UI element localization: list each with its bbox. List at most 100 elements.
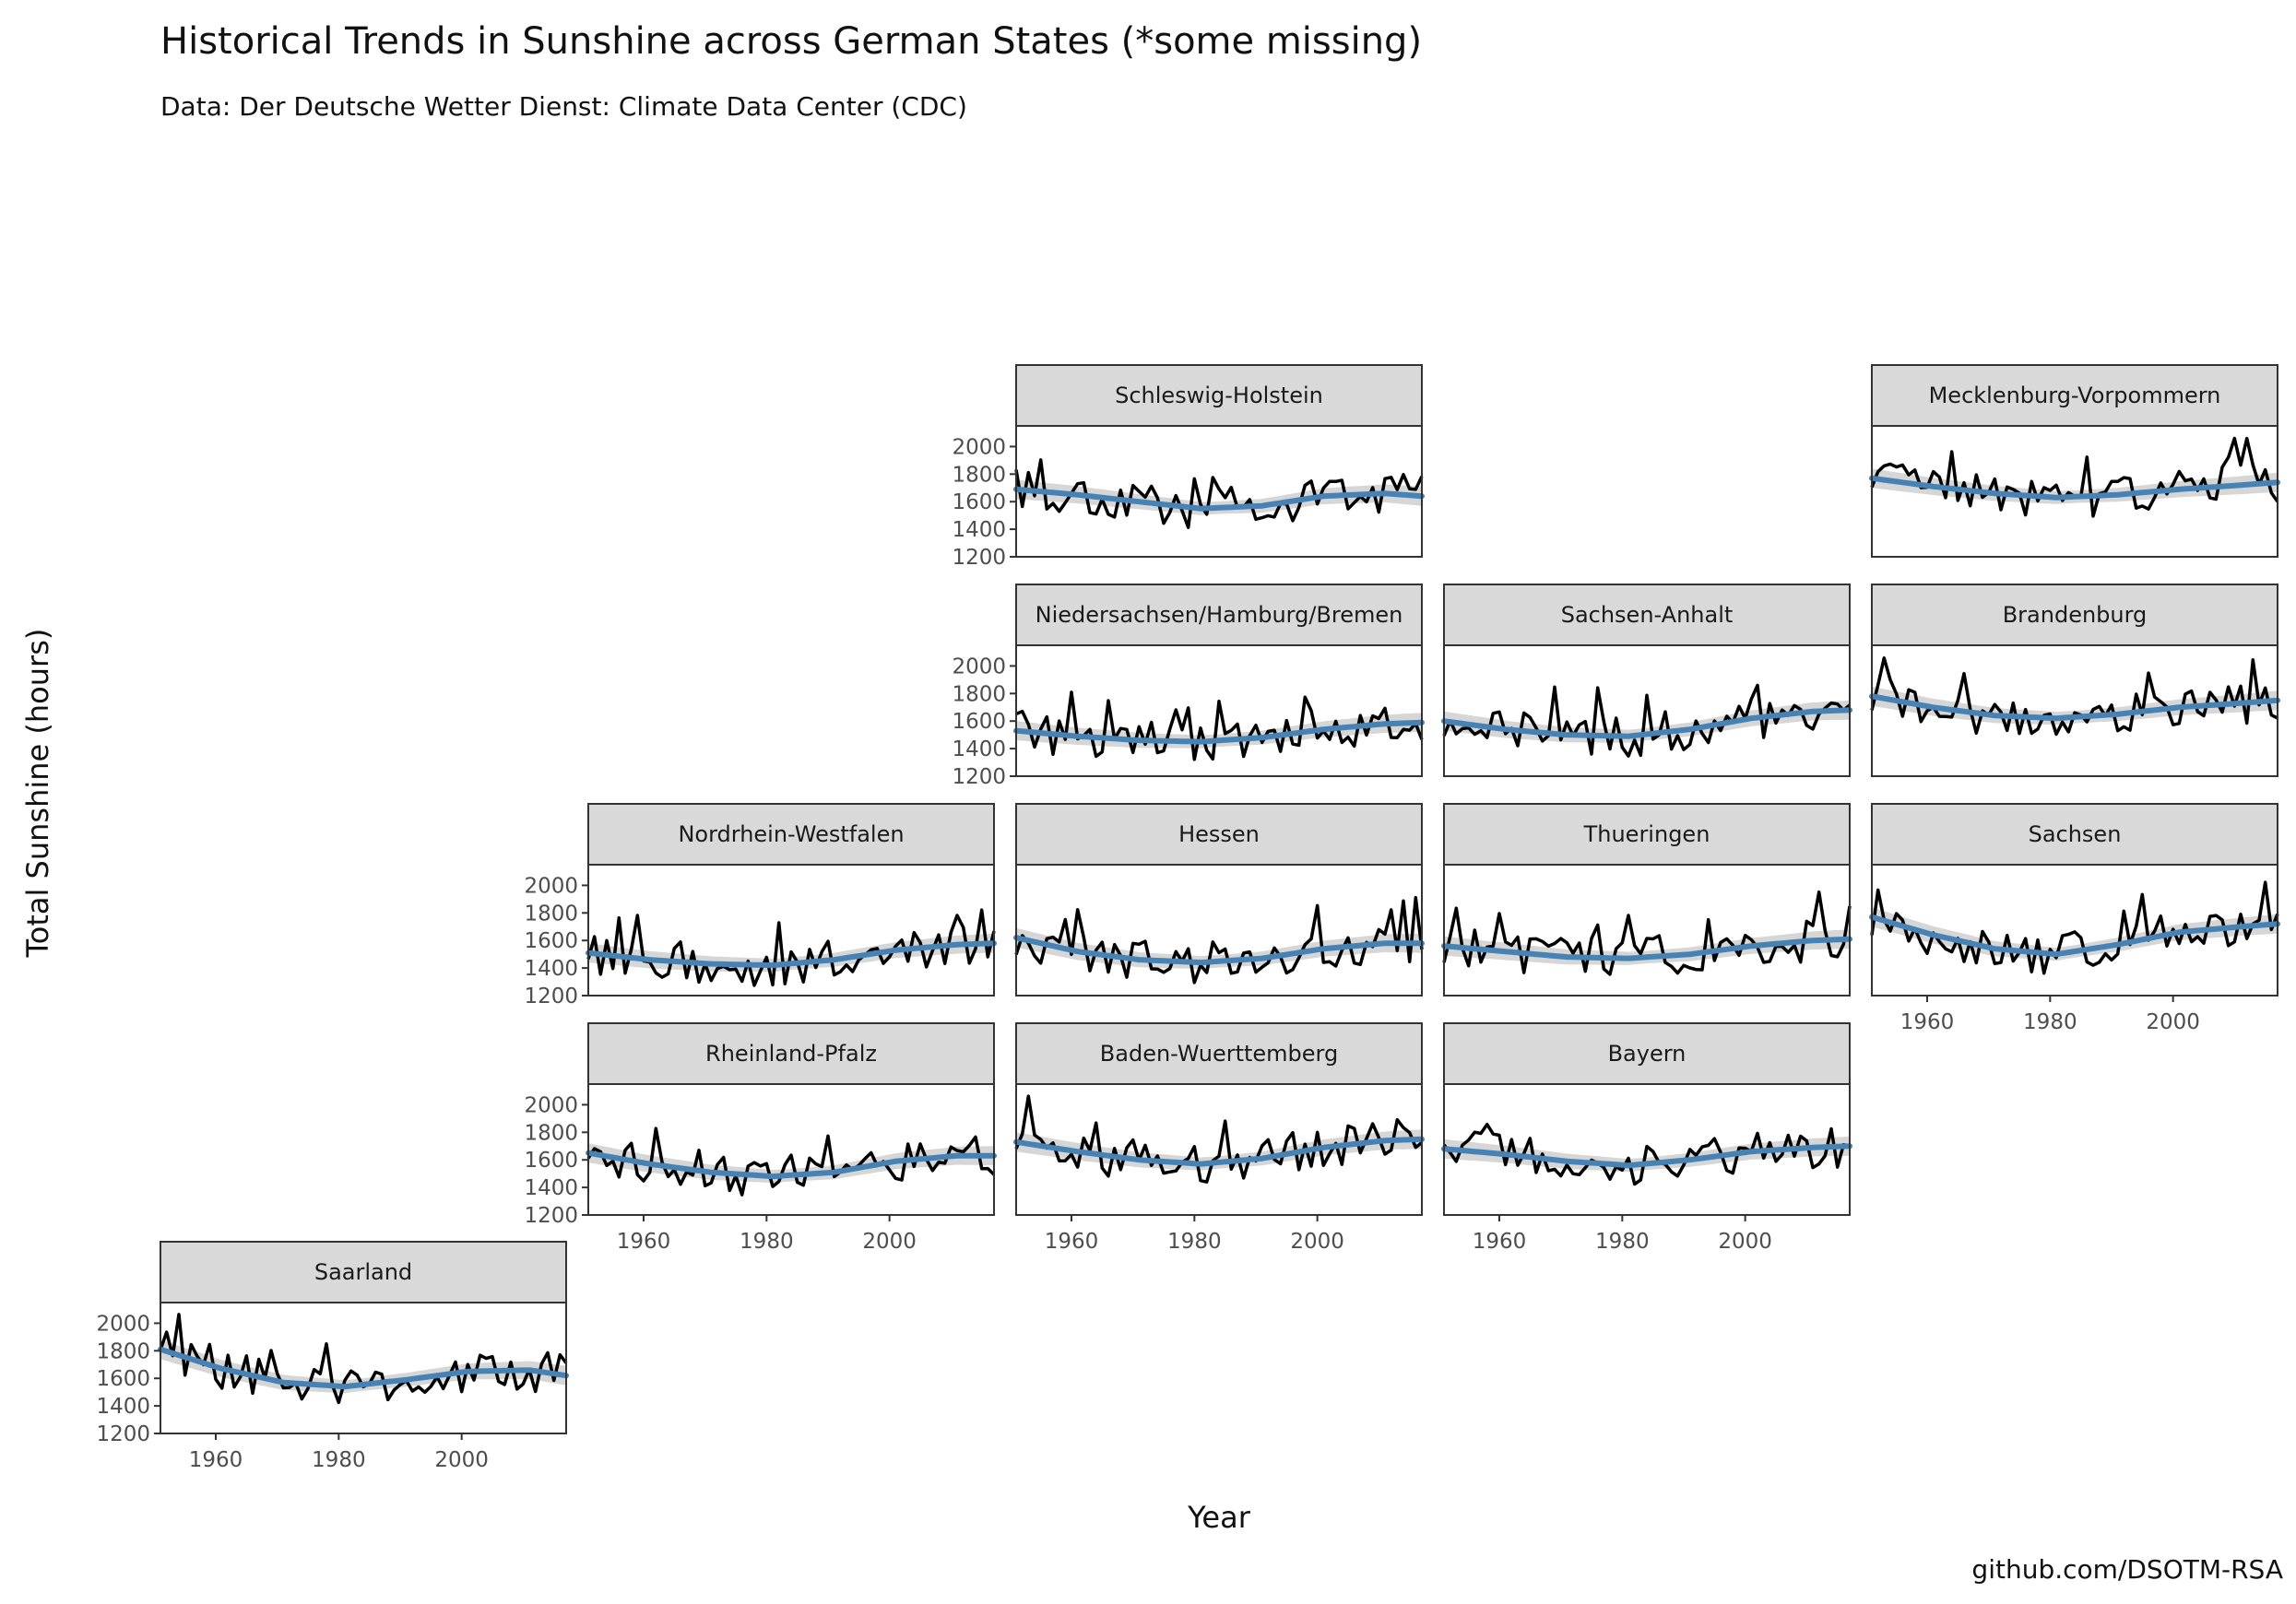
x-axis-title: Year <box>1187 1500 1251 1535</box>
y-tick-label: 1200 <box>524 985 578 1008</box>
smooth-line <box>586 1150 997 1180</box>
smooth-line <box>1013 1136 1425 1167</box>
smooth-line <box>1013 935 1425 966</box>
facet-label: Thueringen <box>1583 821 1710 847</box>
x-tick-label: 2000 <box>2146 1010 2200 1034</box>
y-tick-label: 1600 <box>952 490 1006 514</box>
panel-border <box>1871 425 2278 558</box>
chart-caption: github.com/DSOTM-RSA <box>1971 1554 2283 1585</box>
facet-label: Bayern <box>1608 1041 1686 1067</box>
series-line <box>1014 896 1424 985</box>
y-tick-label: 1200 <box>524 1204 578 1228</box>
facet-label: Sachsen <box>2029 821 2122 847</box>
facet-strip <box>1443 1022 1851 1085</box>
facet-sachsen-anhalt: Sachsen-Anhalt <box>1441 584 1852 777</box>
y-tick-label: 1400 <box>952 737 1006 761</box>
y-tick-label: 1200 <box>96 1422 150 1446</box>
x-tick-label: 1980 <box>740 1230 794 1254</box>
facet-label: Mecklenburg-Vorpommern <box>1929 383 2221 408</box>
x-tick-label: 1960 <box>1473 1230 1527 1254</box>
facet-label: Hessen <box>1178 821 1260 847</box>
panel-background <box>588 1084 994 1215</box>
panel-border <box>160 1302 567 1434</box>
panel-border <box>1015 864 1423 997</box>
facet-thueringen: Thueringen <box>1441 803 1852 997</box>
facet-niedersachsen-hamburg-bremen: Niedersachsen/Hamburg/Bremen 1200 1400 1600… <box>952 584 1425 789</box>
y-tick-label: 1400 <box>96 1395 150 1419</box>
series-line <box>1014 1094 1424 1184</box>
facet-strip <box>1871 364 2278 427</box>
smooth-line <box>1441 1143 1852 1169</box>
x-tick-label: 1980 <box>312 1448 366 1472</box>
facet-hessen: Hessen <box>1013 803 1425 997</box>
facet-mecklenburg-vorpommern: Mecklenburg-Vorpommern <box>1869 364 2280 558</box>
y-tick-label: 1600 <box>524 929 578 953</box>
facet-strip <box>1015 364 1423 427</box>
smooth-line <box>158 1346 569 1390</box>
x-tick-label: 1960 <box>189 1448 243 1472</box>
smooth-line <box>1441 707 1852 739</box>
series-line <box>586 908 996 987</box>
y-tick-label: 1800 <box>952 682 1006 706</box>
facet-label: Schleswig-Holstein <box>1115 383 1323 408</box>
panel-border <box>1015 425 1423 558</box>
chart-subtitle: Data: Der Deutsche Wetter Dienst: Climat… <box>160 91 967 122</box>
panel-border <box>1015 1083 1423 1216</box>
series-line <box>1442 890 1852 976</box>
y-tick-label: 1400 <box>524 957 578 981</box>
facet-label: Niedersachsen/Hamburg/Bremen <box>1036 602 1403 628</box>
x-tick-label: 1980 <box>1595 1230 1650 1254</box>
facet-label: Sachsen-Anhalt <box>1561 602 1734 628</box>
panel-background <box>1444 865 1850 996</box>
series-line <box>1442 1122 1851 1186</box>
facet-label: Brandenburg <box>2003 602 2148 628</box>
y-tick-label: 2000 <box>524 1093 578 1117</box>
x-tick-label: 1960 <box>1045 1230 1099 1254</box>
facet-nordrhein-westfalen: Nordrhein-Westfalen 1200 1400 1600 1800 2000 <box>524 803 997 1008</box>
facet-strip <box>1871 803 2278 866</box>
facet-strip <box>587 803 995 866</box>
facet-strip <box>1443 584 1851 646</box>
panel-border <box>1443 864 1851 997</box>
y-tick-label: 2000 <box>524 874 578 898</box>
facet-schleswig-holstein: Schleswig-Holstein 1200 1400 1600 1800 2000 <box>952 364 1425 570</box>
y-tick-label: 1800 <box>96 1339 150 1363</box>
facet-strip <box>1015 584 1423 646</box>
x-tick-label: 1960 <box>617 1230 671 1254</box>
smooth-line <box>1013 719 1425 745</box>
x-tick-label: 1960 <box>1900 1010 1955 1034</box>
facet-saarland: Saarland 1200 1400 1600 1800 2000 1960 1980 2000 <box>96 1241 569 1472</box>
series-line <box>1014 458 1424 529</box>
y-tick-label: 1600 <box>952 710 1006 734</box>
facet-bayern: Bayern 1960 1980 2000 <box>1441 1022 1852 1254</box>
panel-background <box>588 865 994 996</box>
y-tick-label: 1600 <box>524 1149 578 1173</box>
y-tick-label: 1800 <box>952 463 1006 487</box>
facet-label: Rheinland-Pfalz <box>705 1041 877 1067</box>
facet-brandenburg: Brandenburg <box>1869 584 2280 777</box>
facet-sachsen: Sachsen 1960 1980 2000 <box>1869 803 2280 1034</box>
series-line <box>1870 656 2278 737</box>
x-tick-label: 2000 <box>434 1448 489 1472</box>
smooth-line <box>1441 936 1852 961</box>
y-tick-label: 2000 <box>952 655 1006 678</box>
facet-rheinland-pfalz: Rheinland-Pfalz 1200 1400 1600 1800 2000 1960 1… <box>524 1022 997 1254</box>
y-tick-label: 1400 <box>524 1176 578 1200</box>
panel-border <box>1443 644 1851 777</box>
facet-strip <box>1871 584 2278 646</box>
x-tick-label: 2000 <box>1290 1230 1344 1254</box>
y-tick-label: 1600 <box>96 1367 150 1391</box>
facet-baden-wuerttemberg: Baden-Wuerttemberg 1960 1980 2000 <box>1013 1022 1425 1254</box>
y-axis-title: Total Sunshine (hours) <box>20 629 55 959</box>
smooth-line <box>1013 486 1425 512</box>
x-tick-label: 2000 <box>1718 1230 1772 1254</box>
series-line <box>1870 880 2279 975</box>
panel-border <box>1871 864 2278 997</box>
facet-label: Nordrhein-Westfalen <box>678 821 904 847</box>
y-tick-label: 1200 <box>952 765 1006 789</box>
facet-strip <box>587 1022 995 1085</box>
y-tick-label: 1800 <box>524 1121 578 1145</box>
y-tick-label: 1200 <box>952 546 1006 570</box>
x-tick-label: 1980 <box>2023 1010 2077 1034</box>
